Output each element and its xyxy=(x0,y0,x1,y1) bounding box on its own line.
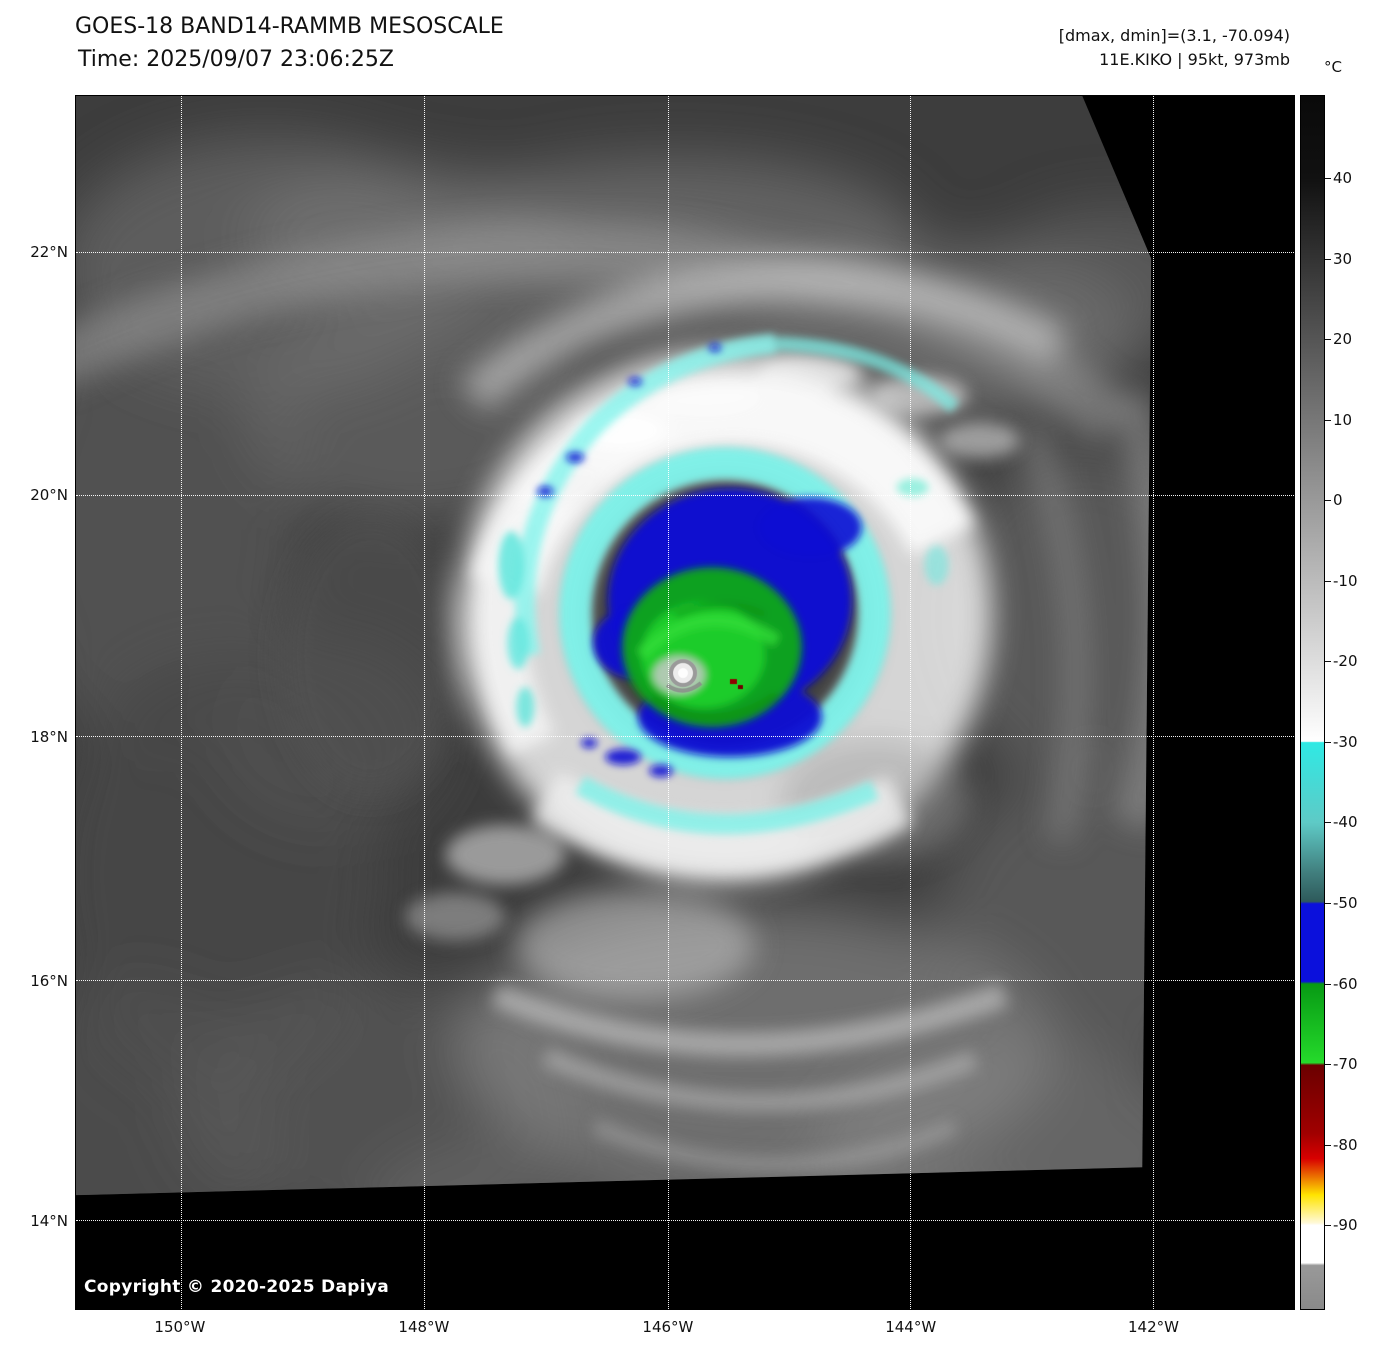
colorbar-tick-label: 40 xyxy=(1333,168,1353,187)
product-title: GOES-18 BAND14-RAMMB MESOSCALE xyxy=(75,14,504,39)
colorbar-tick-label: -70 xyxy=(1333,1055,1358,1074)
cold-cyan-ring xyxy=(498,333,960,835)
colorbar-tick-label: -90 xyxy=(1333,1216,1358,1235)
copyright-text: Copyright © 2020-2025 Dapiya xyxy=(84,1277,389,1297)
temperature-colorbar xyxy=(1300,95,1325,1310)
colorbar-tick-label: 30 xyxy=(1333,249,1353,268)
colorbar-tick-label: -10 xyxy=(1333,571,1358,590)
colorbar-tick-label: -40 xyxy=(1333,813,1358,832)
colorbar-tick-label: -20 xyxy=(1333,652,1358,671)
satellite-imagery xyxy=(76,96,1294,1309)
gridline-lat-14°N xyxy=(76,1220,1294,1222)
timestamp: Time: 2025/09/07 23:06:25Z xyxy=(78,47,394,72)
colorbar-tick-label: 0 xyxy=(1333,491,1343,510)
storm-info: 11E.KIKO | 95kt, 973mb xyxy=(1099,50,1290,69)
gridline-lat-18°N xyxy=(76,736,1294,738)
gridline-lat-22°N xyxy=(76,252,1294,254)
gridline-lon-146°W xyxy=(667,96,669,1309)
gridline-lat-16°N xyxy=(76,980,1294,982)
lon-tick-label: 146°W xyxy=(642,1318,694,1336)
colorbar-tickmark xyxy=(1325,258,1331,260)
colorbar-tick-label: 20 xyxy=(1333,330,1353,349)
overshooting-top-red-pixels xyxy=(729,679,743,690)
lat-tick-label: 18°N xyxy=(30,727,68,746)
colorbar-tickmark xyxy=(1325,1064,1331,1066)
colorbar-tick-label: -50 xyxy=(1333,893,1358,912)
colorbar-tickmark xyxy=(1325,983,1331,985)
colorbar-tickmark xyxy=(1325,1225,1331,1227)
colorbar-tickmark xyxy=(1325,902,1331,904)
colorbar-tick-label: 10 xyxy=(1333,410,1353,429)
gridline-lon-148°W xyxy=(424,96,426,1309)
dmax-dmin-readout: [dmax, dmin]=(3.1, -70.094) xyxy=(1058,26,1290,45)
lon-tick-label: 142°W xyxy=(1127,1318,1179,1336)
coldest-green-core xyxy=(622,567,802,727)
gridline-lon-142°W xyxy=(1152,96,1154,1309)
lon-tick-label: 144°W xyxy=(885,1318,937,1336)
colorbar-unit-label: °C xyxy=(1324,58,1342,76)
satellite-image-panel: Copyright © 2020-2025 Dapiya xyxy=(75,95,1295,1310)
lat-tick-label: 20°N xyxy=(30,485,68,504)
lon-tick-label: 148°W xyxy=(398,1318,450,1336)
gridline-lon-144°W xyxy=(910,96,912,1309)
colorbar-tickmark xyxy=(1325,177,1331,179)
colorbar-tick-label: -80 xyxy=(1333,1135,1358,1154)
colorbar-tick-label: -30 xyxy=(1333,732,1358,751)
colorbar-tickmark xyxy=(1325,1144,1331,1146)
lat-tick-label: 16°N xyxy=(30,971,68,990)
colorbar-tickmark xyxy=(1325,580,1331,582)
gridline-lon-150°W xyxy=(180,96,182,1309)
colorbar-tickmark xyxy=(1325,419,1331,421)
lon-tick-label: 150°W xyxy=(154,1318,206,1336)
gridline-lat-20°N xyxy=(76,495,1294,497)
hurricane-eye xyxy=(665,659,703,693)
lat-tick-label: 22°N xyxy=(30,242,68,261)
lat-tick-label: 14°N xyxy=(30,1212,68,1231)
colorbar-tickmark xyxy=(1325,339,1331,341)
colorbar-tickmark xyxy=(1325,500,1331,502)
colorbar-tick-label: -60 xyxy=(1333,974,1358,993)
colorbar-tickmark xyxy=(1325,822,1331,824)
colorbar-tickmark xyxy=(1325,661,1331,663)
colorbar-tickmark xyxy=(1325,741,1331,743)
